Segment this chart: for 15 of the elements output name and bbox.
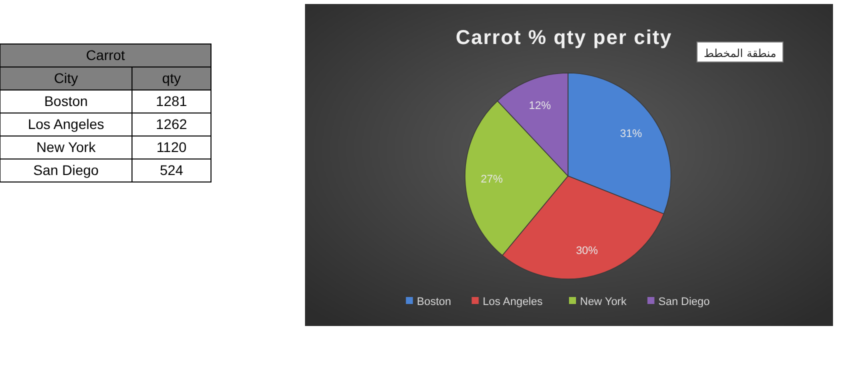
table: Carrot City qty Boston 1281 Los Angeles 1262 New York 1120 San Diego 524: [0, 44, 212, 182]
data-label: 31%: [620, 128, 642, 140]
pie-slice: [568, 72, 672, 214]
legend-label: San Diego: [658, 296, 710, 308]
data-label: 12%: [528, 100, 552, 112]
chart-title: Carrot % qty per city: [456, 27, 672, 49]
tooltip: منطقة المخطط: [696, 42, 784, 62]
pie-slice: [502, 176, 664, 280]
pie-slice: [497, 72, 568, 176]
data-label: 27%: [480, 173, 504, 186]
pie-slice: [464, 100, 568, 256]
data-label: 30%: [576, 244, 598, 257]
legend-label: Boston: [416, 296, 452, 308]
legend-label: Los Angeles: [482, 296, 544, 308]
legend-label: New York: [580, 296, 627, 308]
